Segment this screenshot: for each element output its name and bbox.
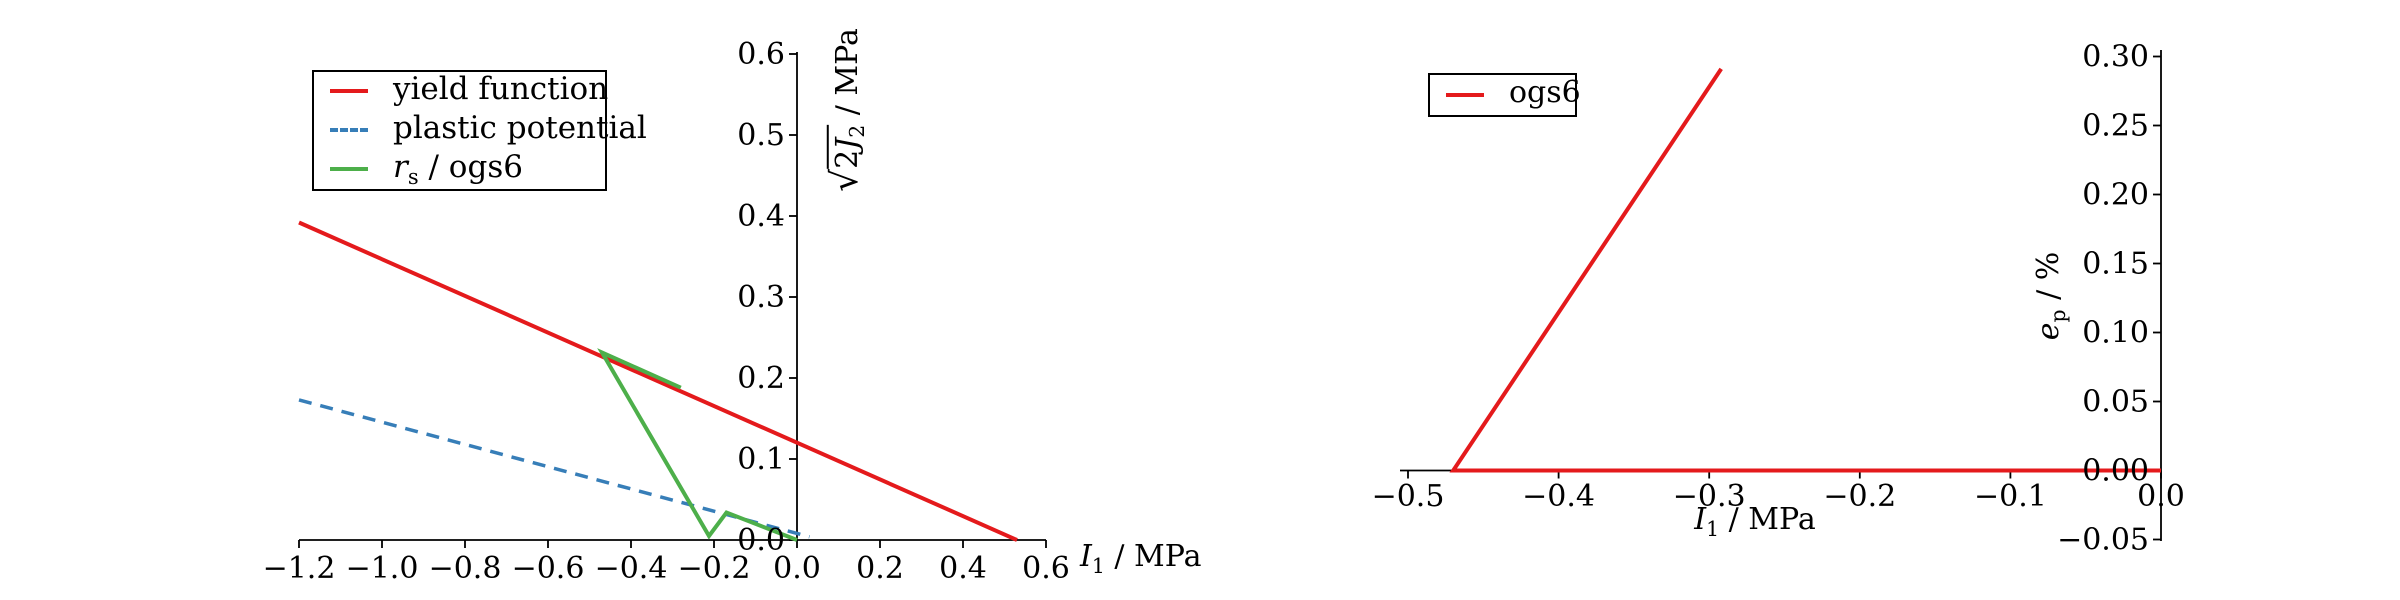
y-tick-label: 0.00 — [2082, 454, 2149, 489]
x-tick-label: −0.2 — [1823, 479, 1896, 514]
y-tick-label: 0.05 — [2082, 385, 2149, 420]
stress-plot-xlabel: I1 / MPa — [1080, 539, 1202, 578]
ylabel-var: e — [2030, 322, 2066, 341]
strain-plot-legend: ogs6 — [1428, 73, 1581, 117]
legend-item-yield-function: yield function — [314, 70, 609, 109]
x-tick-label: −1.2 — [263, 551, 336, 586]
legend-text: / ogs6 — [418, 148, 523, 185]
ylabel-var-sub: 2 — [844, 124, 869, 138]
legend-label: yield function — [393, 70, 609, 109]
ylabel-num: 2 — [829, 149, 865, 169]
legend-text: yield function — [393, 70, 609, 107]
x-tick-label: −0.4 — [595, 551, 668, 586]
sqrt-argument: 2J2 — [826, 124, 869, 169]
x-tick-label: −1.0 — [346, 551, 419, 586]
legend-var-sub: s — [407, 164, 419, 190]
xlabel-var-sub: 1 — [1706, 517, 1720, 541]
y-tick-label: 0.25 — [2082, 109, 2149, 144]
y-tick-label: 0.30 — [2082, 40, 2149, 75]
xlabel-var: I — [1694, 502, 1707, 537]
y-tick-label: 0.3 — [737, 280, 785, 315]
xlabel-unit: / MPa — [1719, 502, 1816, 537]
y-tick-label: 0.20 — [2082, 178, 2149, 213]
x-tick-label: −0.3 — [1673, 479, 1746, 514]
y-tick-label: 0.15 — [2082, 247, 2149, 282]
legend-text: plastic potential — [393, 109, 647, 146]
x-tick-label: 0.0 — [2137, 479, 2185, 514]
y-tick-label: 0.4 — [737, 199, 785, 234]
legend-label: ogs6 — [1509, 74, 1581, 112]
ylabel-unit: / % — [2030, 251, 2066, 310]
rs-ogs6-line-sample — [330, 167, 368, 172]
strain-plot-ylabel: ep / % — [2030, 251, 2070, 341]
ylabel-unit: / MPa — [829, 28, 865, 125]
x-tick-label: −0.2 — [678, 551, 751, 586]
y-tick-label: 0.2 — [737, 361, 785, 396]
legend-text: ogs6 — [1509, 74, 1581, 110]
x-tick-label: −0.5 — [1372, 479, 1445, 514]
ogs6-line-sample — [1446, 93, 1484, 97]
xlabel-unit: / MPa — [1104, 539, 1202, 574]
stress-plot-legend: yield function plastic potential rs / og… — [312, 70, 647, 191]
legend-item-plastic-potential: plastic potential — [314, 112, 647, 148]
x-tick-label: 0.2 — [856, 551, 904, 586]
x-tick-label: −0.8 — [429, 551, 502, 586]
xlabel-var-sub: 1 — [1091, 554, 1105, 578]
series-yield-function — [298, 220, 1018, 542]
x-tick-label: 0.4 — [939, 551, 987, 586]
sqrt-sign: √ — [824, 168, 866, 192]
x-tick-label: −0.1 — [1974, 479, 2047, 514]
series-ogs6 — [1449, 67, 2161, 473]
legend-item-rs-ogs6: rs / ogs6 — [314, 148, 605, 190]
ylabel-var: J — [829, 137, 865, 150]
strain-plot-xlabel: I1 / MPa — [1694, 502, 1816, 541]
x-tick-label: −0.6 — [512, 551, 585, 586]
x-tick-label: 0.0 — [773, 551, 821, 586]
legend-item-ogs6: ogs6 — [1430, 77, 1581, 112]
series-rs-ogs6 — [597, 348, 798, 542]
ylabel-var-sub: p — [2045, 309, 2070, 323]
legend-label: plastic potential — [393, 109, 647, 148]
yield-function-line-sample — [330, 89, 368, 94]
y-tick-label: 0.6 — [737, 37, 785, 72]
plastic-potential-line-sample — [330, 128, 368, 133]
legend-label: rs / ogs6 — [393, 148, 523, 190]
y-tick-label: 0.0 — [737, 523, 785, 558]
y-tick-label: 0.10 — [2082, 316, 2149, 351]
y-tick-label: −0.05 — [2057, 523, 2149, 558]
x-tick-label: −0.4 — [1522, 479, 1595, 514]
y-tick-label: 0.5 — [737, 118, 785, 153]
legend-var: r — [393, 148, 408, 185]
stress-plot-ylabel: √2J2 / MPa — [825, 28, 869, 192]
xlabel-var: I — [1080, 539, 1092, 574]
x-tick-label: 0.6 — [1022, 551, 1070, 586]
y-tick-label: 0.1 — [737, 442, 785, 477]
